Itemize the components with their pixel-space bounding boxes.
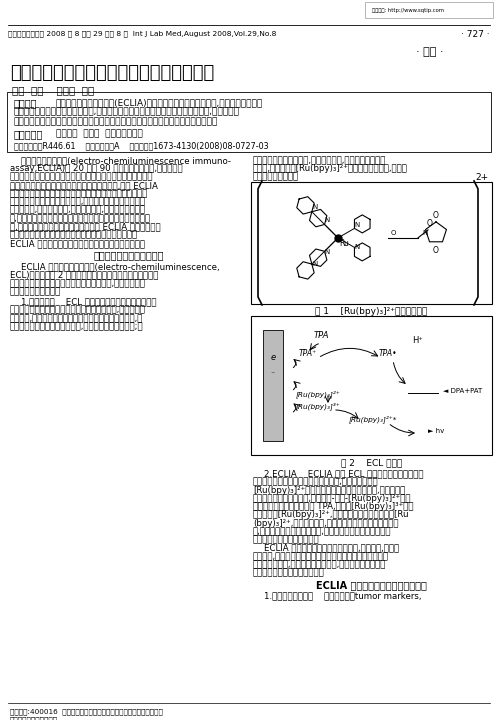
Text: 的某化学体系施加一定的电压或通过一定的电流,以至产生某: 的某化学体系施加一定的电压或通过一定的电流,以至产生某 <box>10 306 146 315</box>
Text: H⁺: H⁺ <box>412 336 423 345</box>
Text: 疫测定技术。它将电化学发光和免疫测定相结合,采用 ECLIA: 疫测定技术。它将电化学发光和免疫测定相结合,采用 ECLIA <box>10 181 158 190</box>
Text: 得发光物质从基态跃迁到激发态,再返回基态时能发出光;或: 得发光物质从基态跃迁到激发态,再返回基态时能发出光;或 <box>10 323 143 331</box>
Text: 支持官方: http://www.sqtip.com: 支持官方: http://www.sqtip.com <box>372 8 444 13</box>
Text: 物。此时在反应体系中加入 TPA,就会把[Ru(bpy)₃]³⁺还原: 物。此时在反应体系中加入 TPA,就会把[Ru(bpy)₃]³⁺还原 <box>253 502 413 511</box>
Text: assay,ECLIA)是 20 世纪 90 年代初发展起来的,是继放射免: assay,ECLIA)是 20 世纪 90 年代初发展起来的,是继放射免 <box>10 164 183 174</box>
Text: O: O <box>427 219 433 228</box>
Text: 1.电化学发光    ECL 是通过电极对含有化学发光物质: 1.电化学发光 ECL 是通过电极对含有化学发光物质 <box>10 297 156 307</box>
Text: ECL)和免疫检测 2 种分析方法与生物素、亲和素和固相磁性: ECL)和免疫检测 2 种分析方法与生物素、亲和素和固相磁性 <box>10 271 158 279</box>
Text: 点,用它可标记的物质非常广泛,可与抗体、半抗原、激素及小: 点,用它可标记的物质非常广泛,可与抗体、半抗原、激素及小 <box>253 527 391 536</box>
Text: [Ru(bpy)₃]²⁺: [Ru(bpy)₃]²⁺ <box>296 390 340 397</box>
Text: N: N <box>422 230 428 236</box>
Text: 面循环进行,产生大量光子,使电信号增强,检测灵敏度大为提: 面循环进行,产生大量光子,使电信号增强,检测灵敏度大为提 <box>10 206 146 215</box>
Text: ECLIA 原理及近几年来在临床检验中的应用综述如下。: ECLIA 原理及近几年来在临床检验中的应用综述如下。 <box>10 239 145 248</box>
Text: · 综述 ·: · 综述 · <box>416 47 444 57</box>
Text: 为激发态的[Ru(bpy)₃]²⁺,发射光子。常用的标记物是[Ru: 为激发态的[Ru(bpy)₃]²⁺,发射光子。常用的标记物是[Ru <box>253 510 409 519</box>
Text: TPA⁺: TPA⁺ <box>299 349 317 358</box>
Text: 电化学发光免疫分析及在临床检验中的应用: 电化学发光免疫分析及在临床检验中的应用 <box>10 64 214 82</box>
Text: 作者单位:400016  重庆医科大学医学检验学院，临床检验诊断学教研室: 作者单位:400016 重庆医科大学医学检验学院，临床检验诊断学教研室 <box>10 708 163 715</box>
Text: 分子核酸等结合形成标记物。: 分子核酸等结合形成标记物。 <box>253 535 320 544</box>
Text: 特异性相结合在一起的新标记分析技术,它是将发光物质: 特异性相结合在一起的新标记分析技术,它是将发光物质 <box>253 477 378 486</box>
FancyBboxPatch shape <box>365 2 493 18</box>
Text: (bpy)₃]²⁺,具有水溶性强,空间位阻及相对分子质量小的特: (bpy)₃]²⁺,具有水溶性强,空间位阻及相对分子质量小的特 <box>253 518 398 528</box>
Text: 获共检教育部重点实验室: 获共检教育部重点实验室 <box>10 716 58 720</box>
Text: 2.ECLIA    ECLIA 是将 ECL 的高灵敏度和免疫学的高: 2.ECLIA ECLIA 是将 ECL 的高灵敏度和免疫学的高 <box>253 469 423 478</box>
Text: Ru: Ru <box>339 239 349 248</box>
Text: 1.肿瘤标志物的分析    肿瘤标志物（tumor markers,: 1.肿瘤标志物的分析 肿瘤标志物（tumor markers, <box>253 592 421 600</box>
Text: N: N <box>325 248 330 255</box>
Text: ◄ DPA+PAT: ◄ DPA+PAT <box>443 388 482 394</box>
Text: TPA: TPA <box>313 331 329 340</box>
Text: e: e <box>270 353 275 362</box>
Text: 谢娟  综述    丁世家  审校: 谢娟 综述 丁世家 审校 <box>12 85 94 95</box>
Text: 的免疫分析方法,日益受到人们的重视,目前已广泛应用于抗: 的免疫分析方法,日益受到人们的重视,目前已广泛应用于抗 <box>253 560 386 570</box>
Text: 十分可观。本文主要综述了电化学发光免疫分析的基本原理及其在临床检验中的应用。: 十分可观。本文主要综述了电化学发光免疫分析的基本原理及其在临床检验中的应用。 <box>14 117 218 126</box>
Text: O: O <box>390 230 396 236</box>
Text: 研究中发挥重要作用。: 研究中发挥重要作用。 <box>10 287 61 296</box>
Text: [Ru(bpy)₃]³⁺: [Ru(bpy)₃]³⁺ <box>296 402 340 410</box>
Text: 电化学发光免疫分析技术(ECLIA)是近年来发展的一项高新技术,作为一种痕量分析: 电化学发光免疫分析技术(ECLIA)是近年来发展的一项高新技术,作为一种痕量分析 <box>56 98 263 107</box>
Text: ECLIA 免疫分析在临床检验中的应用: ECLIA 免疫分析在临床检验中的应用 <box>316 580 427 590</box>
Text: 化学引发的特异性化学发光反应,由电启动发光过程在电极表: 化学引发的特异性化学发光反应,由电启动发光过程在电极表 <box>10 197 146 207</box>
Text: 2+: 2+ <box>475 173 488 182</box>
Text: 出待测物质的含量。: 出待测物质的含量。 <box>253 173 299 181</box>
Text: N: N <box>325 217 330 223</box>
Text: TPA•: TPA• <box>378 349 397 358</box>
Text: 种蓄积质,该物质与化学发光物质反应并提供足够的能量,使: 种蓄积质,该物质与化学发光物质反应并提供足够的能量,使 <box>10 314 143 323</box>
Text: 疫、酶免疫、荧光免疫、化学发光免疫测定以后的新一代标记免: 疫、酶免疫、荧光免疫、化学发光免疫测定以后的新一代标记免 <box>10 173 153 181</box>
Text: 光强度,而光强度与[Ru(bpy)₃]²⁺的浓度呈线性关系,即可测: 光强度,而光强度与[Ru(bpy)₃]²⁺的浓度呈线性关系,即可测 <box>253 164 408 174</box>
Text: 高,并且易于控制。该方法具有使检测结果更精确、更稳定的优: 高,并且易于控制。该方法具有使检测结果更精确、更稳定的优 <box>10 214 151 223</box>
Text: O: O <box>433 246 439 255</box>
Text: 点,尤其适用于微量物质的测定。近年来 ECLIA 作为一种高灵: 点,尤其适用于微量物质的测定。近年来 ECLIA 作为一种高灵 <box>10 222 161 231</box>
Text: 系统对各种物质进行快速分析。此系统是通过在电极表面由电: 系统对各种物质进行快速分析。此系统是通过在电极表面由电 <box>10 189 148 198</box>
Text: 图 1    [Ru(bpy)₃]²⁺的化学结构式: 图 1 [Ru(bpy)₃]²⁺的化学结构式 <box>315 307 428 316</box>
Text: 【摘要】: 【摘要】 <box>14 98 37 108</box>
Text: ECLIA 有其突出的优点是标记物稳定,灵敏度高,可实现: ECLIA 有其突出的优点是标记物稳定,灵敏度高,可实现 <box>253 544 399 552</box>
Text: N: N <box>312 204 317 210</box>
Text: ⁻: ⁻ <box>271 370 275 379</box>
Text: 极表面可用酚复始地进行,产生许多光子,用光电倍增管检测: 极表面可用酚复始地进行,产生许多光子,用光电倍增管检测 <box>253 156 386 165</box>
Text: N: N <box>355 222 360 228</box>
Text: · 727 ·: · 727 · <box>461 30 490 39</box>
Text: 于段在物质分析中越来越得到重视,现已经应用于基础医学研究和临床疾病的诊断中,其应用前景: 于段在物质分析中越来越得到重视,现已经应用于基础医学研究和临床疾病的诊断中,其应… <box>14 107 240 117</box>
FancyBboxPatch shape <box>263 330 283 441</box>
Text: 敏度、高选择性的方法已引起人们的极大研究兴趣。现就: 敏度、高选择性的方法已引起人们的极大研究兴趣。现就 <box>10 230 138 240</box>
Text: 电化学发光免疫分析的原理: 电化学发光免疫分析的原理 <box>93 251 164 261</box>
Text: 电化学；  免疫；  化学发光测定法: 电化学； 免疫； 化学发光测定法 <box>56 129 143 138</box>
Text: [Ru(bpy)₃]²⁺*: [Ru(bpy)₃]²⁺* <box>349 415 397 423</box>
Text: 国际检验医学杂志 2008 年 8 月第 29 卷第 8 期  Int J Lab Med,August 2008,Vol.29,No.8: 国际检验医学杂志 2008 年 8 月第 29 卷第 8 期 Int J Lab… <box>8 30 276 37</box>
Text: 【关键词】: 【关键词】 <box>14 129 43 139</box>
Text: 电化学发光免疫分析(electro-chemiluminescence immuno-: 电化学发光免疫分析(electro-chemiluminescence immu… <box>10 156 231 165</box>
Text: ECLIA 是一种将电化学发光(electro-chemiluminescence,: ECLIA 是一种将电化学发光(electro-chemiluminescenc… <box>10 262 220 271</box>
Text: ► hv: ► hv <box>428 428 444 434</box>
Text: 抗体反应与待分析物结合,形成抗原-抗体-[Ru(bpy)₃]²⁺复合: 抗体反应与待分析物结合,形成抗原-抗体-[Ru(bpy)₃]²⁺复合 <box>253 494 411 503</box>
Text: 图 2    ECL 示意图: 图 2 ECL 示意图 <box>341 458 402 467</box>
Text: N: N <box>355 244 360 250</box>
Text: O: O <box>433 211 439 220</box>
Text: 原、半抗原及抗体的免疫检测。: 原、半抗原及抗体的免疫检测。 <box>253 569 325 577</box>
Text: 多元检测,均相免疫分析及全自动化。这是一种很有发展前途: 多元检测,均相免疫分析及全自动化。这是一种很有发展前途 <box>253 552 389 561</box>
Text: 珠相结合而融于一体的新的标记免疫分析技术,它在生命科学: 珠相结合而融于一体的新的标记免疫分析技术,它在生命科学 <box>10 279 146 288</box>
Text: [Ru(bpy)₃]²⁺作为标记物标记在相应的抗体上,再通过抗原: [Ru(bpy)₃]²⁺作为标记物标记在相应的抗体上,再通过抗原 <box>253 485 405 495</box>
Text: 中图分类号：R446.61    文献标识码：A    文章编号：1673-4130(2008)08-0727-03: 中图分类号：R446.61 文献标识码：A 文章编号：1673-4130(200… <box>14 141 268 150</box>
Text: N: N <box>312 261 317 267</box>
